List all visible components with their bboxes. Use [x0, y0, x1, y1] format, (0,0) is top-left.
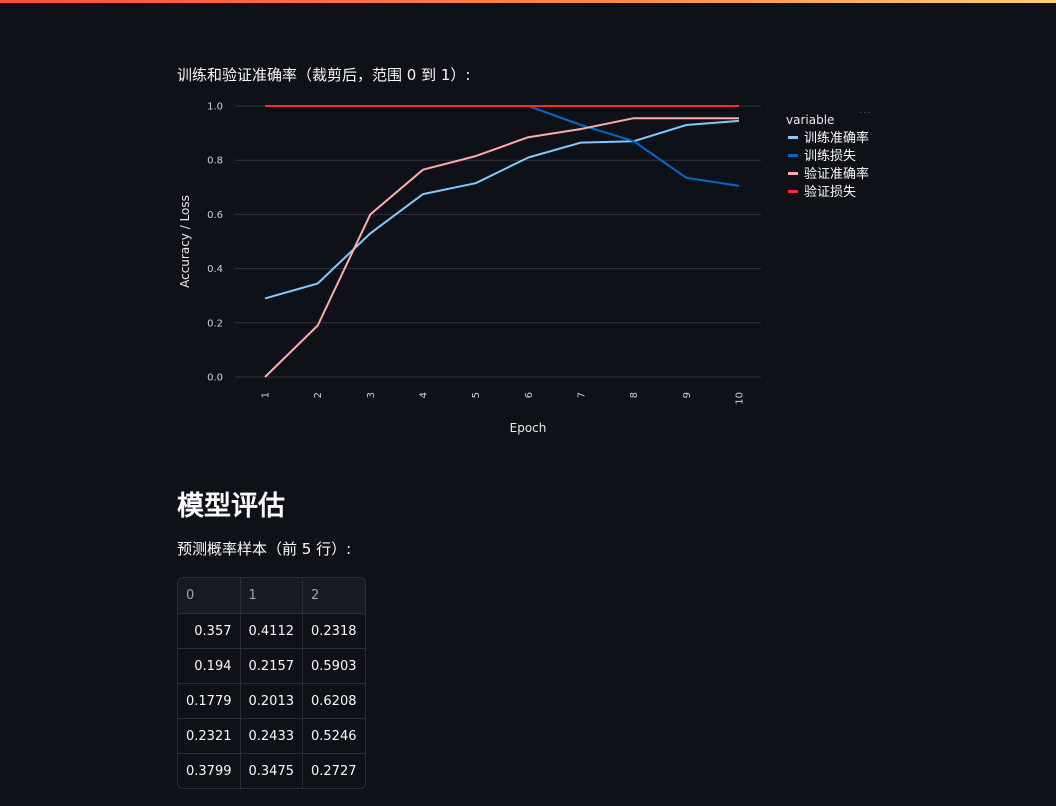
table-cell[interactable]: 0.357 [178, 613, 241, 649]
table-row: 0.1779 0.2013 0.6208 [178, 683, 365, 719]
y-tick-label: 1.0 [207, 102, 223, 113]
chart-menu-icon[interactable]: ··· [859, 108, 872, 119]
table-cell[interactable]: 0.2433 [240, 718, 303, 754]
series-line[interactable] [527, 105, 740, 187]
table-caption: 预测概率样本（前 5 行）: [177, 540, 352, 558]
x-tick-label: 10 [735, 392, 746, 405]
legend-swatch [788, 172, 798, 175]
table-cell[interactable]: 0.4112 [240, 613, 303, 649]
legend-item[interactable]: 验证准确率 [804, 166, 869, 182]
legend-item[interactable]: 验证损失 [804, 184, 856, 200]
data-table[interactable]: 0 1 2 0.357 0.4112 0.2318 0.194 0.2157 0… [177, 577, 366, 789]
chart-caption: 训练和验证准确率（裁剪后，范围 0 到 1）: [177, 66, 471, 84]
table-cell[interactable]: 0.2321 [178, 718, 241, 754]
x-tick-label: 1 [261, 392, 272, 398]
x-tick-label: 9 [682, 392, 693, 398]
line-chart[interactable]: 0.0 0.2 0.4 0.6 0.8 1.0 1 2 3 4 5 6 7 8 9 10 Epoch Accura… [177, 96, 897, 446]
x-axis-title: Epoch [510, 421, 547, 435]
table-cell[interactable]: 0.194 [178, 648, 241, 684]
table-cell[interactable]: 0.5246 [302, 718, 365, 754]
table-cell[interactable]: 0.2013 [240, 683, 303, 719]
y-tick-label: 0.0 [207, 373, 223, 384]
column-header[interactable]: 2 [302, 578, 365, 614]
table-cell[interactable]: 0.3475 [240, 753, 303, 788]
x-tick-label: 7 [577, 392, 588, 398]
column-header[interactable]: 0 [178, 578, 241, 614]
column-header[interactable]: 1 [240, 578, 303, 614]
legend-swatch [788, 154, 798, 157]
table-cell[interactable]: 0.2157 [240, 648, 303, 684]
x-tick-label: 6 [524, 392, 535, 398]
legend-swatch [788, 190, 798, 193]
y-tick-label: 0.8 [207, 156, 223, 167]
legend-item[interactable]: 训练准确率 [804, 130, 869, 146]
table-cell[interactable]: 0.2318 [302, 613, 365, 649]
table-cell[interactable]: 0.1779 [178, 683, 241, 719]
table-cell[interactable]: 0.5903 [302, 648, 365, 684]
section-title: 模型评估 [177, 491, 285, 522]
series-line[interactable] [264, 117, 739, 378]
legend-title: variable [786, 113, 834, 127]
table-cell[interactable]: 0.3799 [178, 753, 241, 788]
legend-swatch [788, 136, 798, 139]
x-tick-label: 5 [471, 392, 482, 398]
table-header-row: 0 1 2 [178, 578, 365, 614]
y-axis-title: Accuracy / Loss [178, 195, 192, 288]
table-row: 0.194 0.2157 0.5903 [178, 648, 365, 684]
x-tick-label: 3 [366, 392, 377, 398]
x-tick-label: 8 [629, 392, 640, 398]
table-row: 0.2321 0.2433 0.5246 [178, 718, 365, 754]
y-tick-label: 0.2 [207, 318, 223, 329]
table-cell[interactable]: 0.2727 [311, 763, 357, 779]
y-tick-label: 0.4 [207, 264, 223, 275]
legend-item[interactable]: 训练损失 [804, 149, 856, 164]
x-tick-label: 4 [419, 392, 430, 398]
series-line[interactable] [264, 119, 740, 300]
table-cell[interactable]: 0.6208 [302, 683, 365, 719]
table-row: 0.3799 0.3475 0.2727 [178, 753, 365, 788]
app-header-decoration [0, 0, 1056, 3]
table-row: 0.357 0.4112 0.2318 [178, 613, 365, 649]
y-tick-label: 0.6 [207, 210, 223, 221]
x-tick-label: 2 [313, 392, 324, 398]
